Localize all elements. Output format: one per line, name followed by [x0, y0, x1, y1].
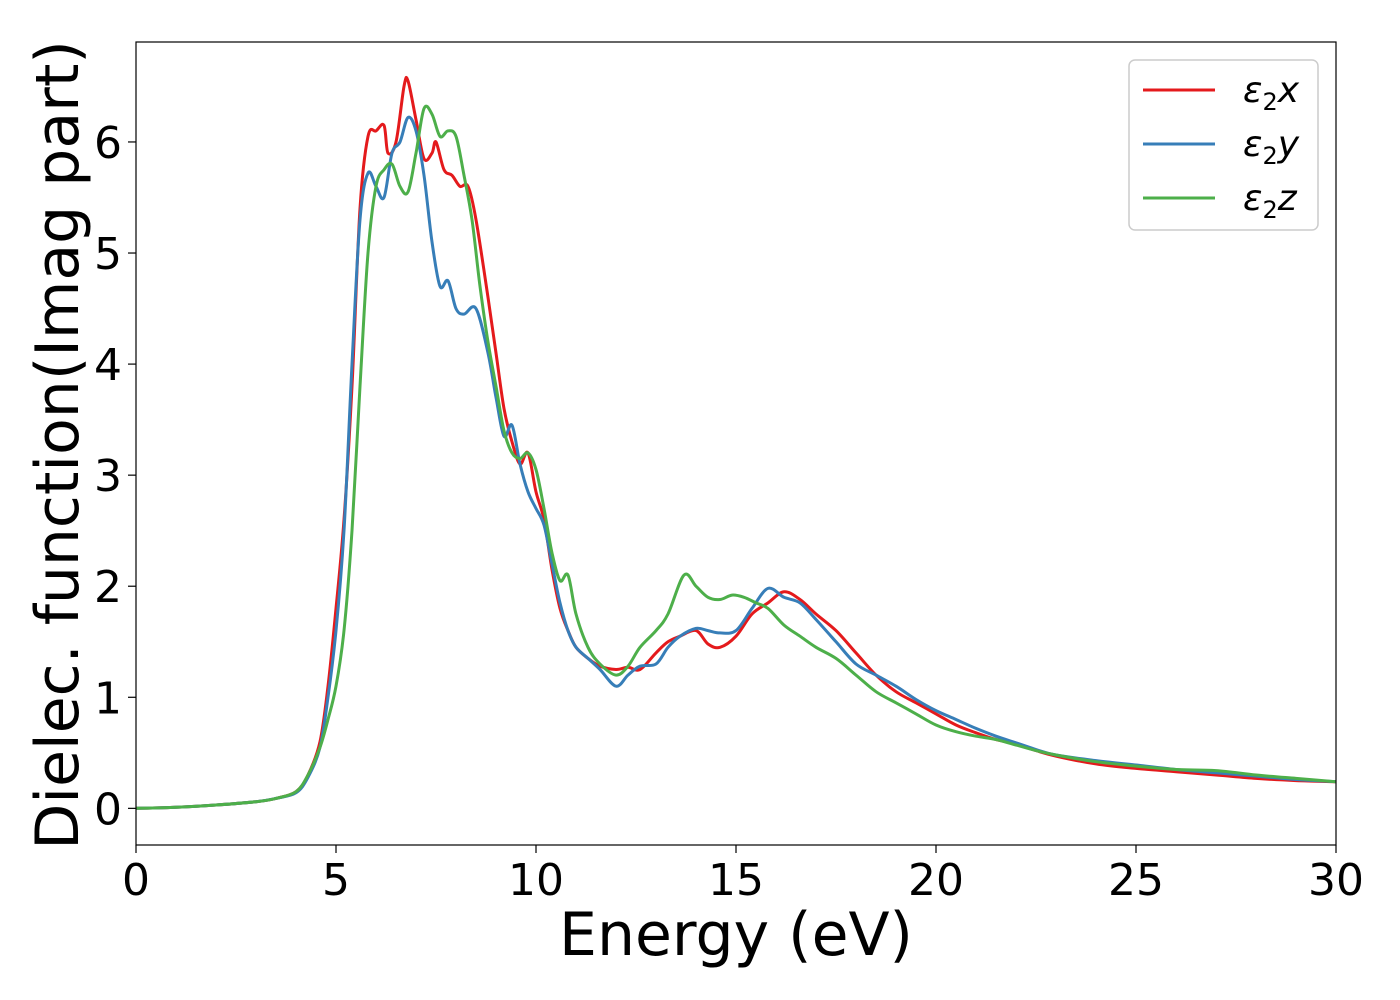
x-axis: 0 5 10 15 20 25 30	[122, 845, 1364, 906]
y-tick-label: 6	[94, 118, 122, 169]
x-tick-label: 10	[508, 855, 564, 906]
y-tick-label: 0	[94, 784, 122, 835]
x-tick-label: 20	[908, 855, 964, 906]
legend-box	[1128, 59, 1319, 231]
y-axis: 0 1 2 3 4 5 6	[94, 118, 136, 835]
plot-lines	[136, 75, 1336, 810]
legend-label-z: ε2z	[1243, 178, 1298, 224]
series-line-z	[136, 104, 1336, 810]
x-tick-label: 15	[708, 855, 764, 906]
y-tick-label: 2	[94, 562, 122, 613]
x-tick-label: 25	[1108, 855, 1164, 906]
x-axis-title: Energy (eV)	[559, 900, 913, 970]
y-axis-title: Dielec. function(Imag part)	[23, 40, 93, 850]
legend-label-x: ε2x	[1243, 70, 1300, 116]
series-line-y	[136, 115, 1336, 810]
x-tick-label: 5	[322, 855, 350, 906]
y-tick-label: 1	[94, 673, 122, 724]
y-tick-label: 4	[94, 340, 122, 391]
legend: ε2x ε2y ε2z	[1128, 59, 1319, 231]
x-tick-label: 30	[1308, 855, 1364, 906]
y-tick-label: 5	[94, 229, 122, 280]
legend-label-y: ε2y	[1243, 124, 1300, 170]
x-tick-label: 0	[122, 855, 150, 906]
y-tick-label: 3	[94, 451, 122, 502]
